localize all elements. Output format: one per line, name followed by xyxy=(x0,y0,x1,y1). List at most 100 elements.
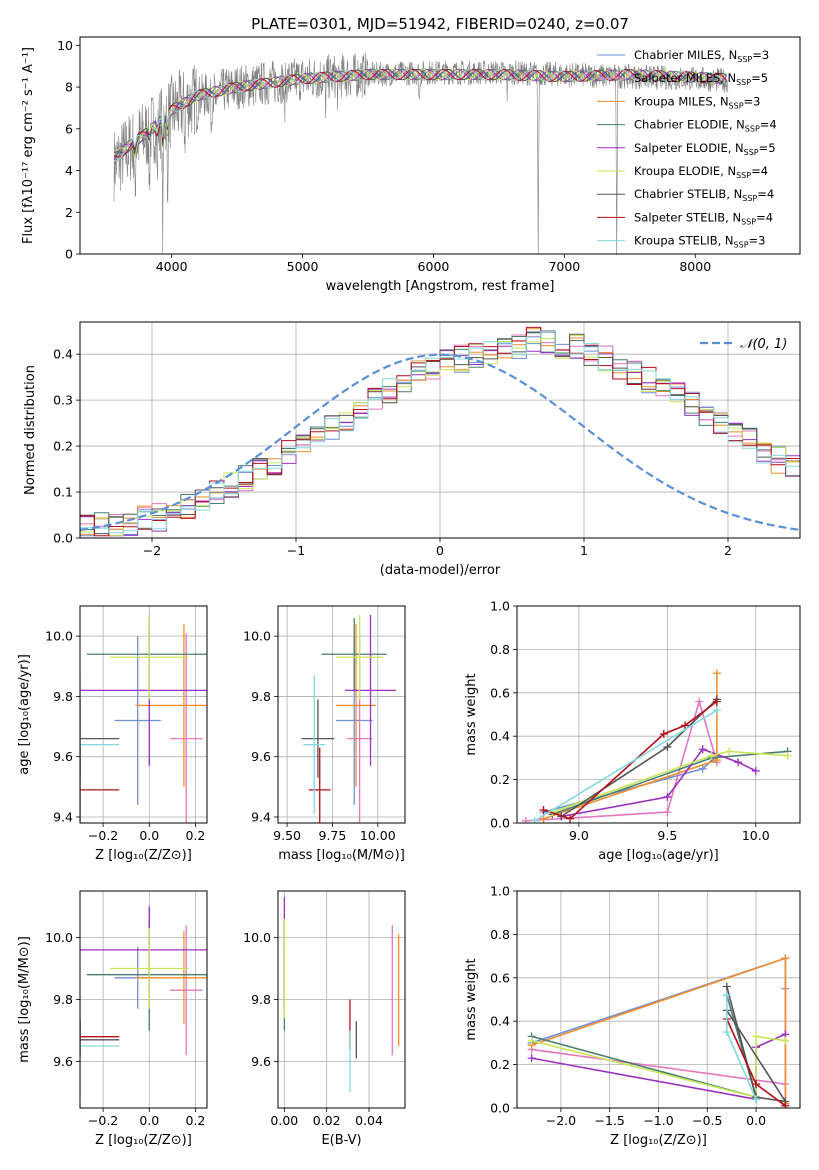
age_vs_Z-frame xyxy=(79,605,208,824)
y-tick-label: 9.4 xyxy=(53,809,73,824)
y-tick-label: 0 xyxy=(65,247,73,262)
histogram-step xyxy=(80,334,800,527)
y-tick-label: 0.2 xyxy=(490,1057,510,1072)
weight-marker xyxy=(527,1036,536,1045)
weight_vs_Z-xlabel: Z [log₁₀(Z/Z⊙)] xyxy=(610,1133,707,1148)
y-tick-label: 0.0 xyxy=(490,816,510,831)
weight-line xyxy=(552,750,788,813)
legend-label: Kroupa MILES, N xyxy=(634,94,729,108)
x-tick-label: 0.2 xyxy=(186,828,206,843)
y-tick-label: 0.4 xyxy=(490,729,510,744)
weight-marker xyxy=(734,758,743,767)
weight_vs_age-frame xyxy=(516,605,801,824)
weight-marker xyxy=(722,982,731,991)
weight-marker xyxy=(663,808,672,817)
legend-label: Kroupa ELODIE, N xyxy=(634,164,736,178)
y-tick-label: 2 xyxy=(65,205,73,220)
y-tick-label: 0.4 xyxy=(53,347,73,362)
mass_vs_ebv-points xyxy=(283,897,400,1093)
weight-marker xyxy=(663,792,672,801)
weight_vs_Z-series xyxy=(527,954,790,1108)
weight-marker xyxy=(725,747,734,756)
weight-marker xyxy=(681,721,690,730)
y-tick-label: 1.0 xyxy=(490,884,510,899)
legend-entry: Salpeter STELIB, NSSP=4 xyxy=(634,210,773,226)
x-tick-label: −1.5 xyxy=(595,1113,625,1128)
spectrum-ylabel: Flux [fλ10⁻¹⁷ erg cm⁻² s⁻¹ A⁻¹] xyxy=(21,47,36,244)
x-tick-label: 2 xyxy=(724,543,732,558)
histogram-step xyxy=(80,330,800,535)
y-tick-label: 9.4 xyxy=(251,809,271,824)
x-tick-label: 0 xyxy=(436,543,444,558)
mass_vs_Z-axes: −0.2 0.0 0.2 9.6 9.8 10.0 Z [log₁₀(Z/Z⊙)] mass … xyxy=(17,891,207,1148)
x-tick-label: 10.00 xyxy=(360,828,396,843)
y-tick-label: 9.6 xyxy=(53,1054,73,1069)
age_vs_mass-frame xyxy=(277,605,406,824)
spectrum-model-line xyxy=(113,68,728,158)
y-tick-label: 0.1 xyxy=(53,485,73,500)
weight-line xyxy=(543,700,718,820)
legend-label: Chabrier MILES, N xyxy=(634,48,737,62)
weight_vs_age-ylabel: mass weight xyxy=(464,673,479,755)
x-tick-label: −2 xyxy=(143,543,161,558)
legend-subscript: SSP xyxy=(729,101,744,110)
y-tick-label: 1.0 xyxy=(490,599,510,614)
y-tick-label: 10 xyxy=(57,38,73,53)
y-tick-label: 4 xyxy=(65,163,73,178)
x-tick-label: 0.00 xyxy=(270,1113,298,1128)
x-tick-label: 4000 xyxy=(156,259,188,274)
spectrum-axes: 4000 5000 6000 7000 8000 0 2 4 6 8 10 wavelength [A… xyxy=(21,38,711,294)
weight-marker xyxy=(781,1101,790,1108)
x-tick-label: 0.04 xyxy=(355,1113,383,1128)
legend-subscript: SSP xyxy=(745,125,760,134)
weight-line xyxy=(525,698,718,822)
weight-marker xyxy=(781,1036,790,1045)
weight-marker xyxy=(663,743,672,752)
legend-entry: Salpeter ELODIE, NSSP=5 xyxy=(634,141,776,157)
age_vs_Z-points xyxy=(80,615,207,823)
x-tick-label: 0.2 xyxy=(186,1113,206,1128)
weight-marker xyxy=(781,954,790,963)
y-tick-label: 9.8 xyxy=(53,689,73,704)
weight-marker xyxy=(530,816,539,823)
x-tick-label: −0.2 xyxy=(88,828,118,843)
age_vs_mass-xlabel: mass [log₁₀(M/M⊙)] xyxy=(278,848,405,863)
legend-subscript: SSP xyxy=(744,148,759,157)
mass_vs_Z-points xyxy=(80,906,207,1096)
y-tick-label: 0.8 xyxy=(490,642,510,657)
weight-marker xyxy=(698,745,707,754)
y-tick-label: 0.0 xyxy=(53,531,73,546)
y-tick-label: 9.8 xyxy=(251,689,271,704)
weight-marker xyxy=(752,1032,761,1041)
spectrum-model-line xyxy=(113,68,727,155)
residuals-axes: −2 −1 0 1 2 0.0 0.1 0.2 0.3 0.4 (data-model)/error… xyxy=(23,322,800,578)
x-tick-label: −0.2 xyxy=(88,1113,118,1128)
x-tick-label: −1.0 xyxy=(643,1113,673,1128)
weight-marker xyxy=(698,764,707,773)
weight-marker xyxy=(539,805,548,814)
x-tick-label: 0.0 xyxy=(746,1113,766,1128)
legend-label: Salpeter ELODIE, N xyxy=(634,141,744,155)
legend-count: =3 xyxy=(744,94,761,108)
residuals-ylabel: Normed distribution xyxy=(23,365,38,495)
weight-marker xyxy=(752,1080,761,1089)
y-tick-label: 9.6 xyxy=(53,749,73,764)
weight-marker xyxy=(521,816,530,823)
weight-marker xyxy=(527,1054,536,1063)
legend-count: =4 xyxy=(757,187,774,201)
y-tick-label: 9.8 xyxy=(53,992,73,1007)
x-tick-label: −1 xyxy=(287,543,305,558)
spectrum-frame xyxy=(79,36,801,255)
legend-label: Salpeter STELIB, N xyxy=(634,210,741,224)
spectrum-model-line xyxy=(113,68,727,163)
y-tick-label: 0.3 xyxy=(53,393,73,408)
spectrum-model-line xyxy=(114,68,727,162)
weight-marker xyxy=(707,751,716,760)
x-tick-label: 9.50 xyxy=(273,828,301,843)
legend-count: =4 xyxy=(760,118,777,132)
weight_vs_age-axes: 9.0 9.5 10.0 0.0 0.2 0.4 0.6 0.8 1.0 age [log₁₀(a… xyxy=(464,599,800,863)
x-tick-label: 10.0 xyxy=(742,828,770,843)
legend-entry: Salpeter MILES, NSSP=5 xyxy=(634,71,768,87)
